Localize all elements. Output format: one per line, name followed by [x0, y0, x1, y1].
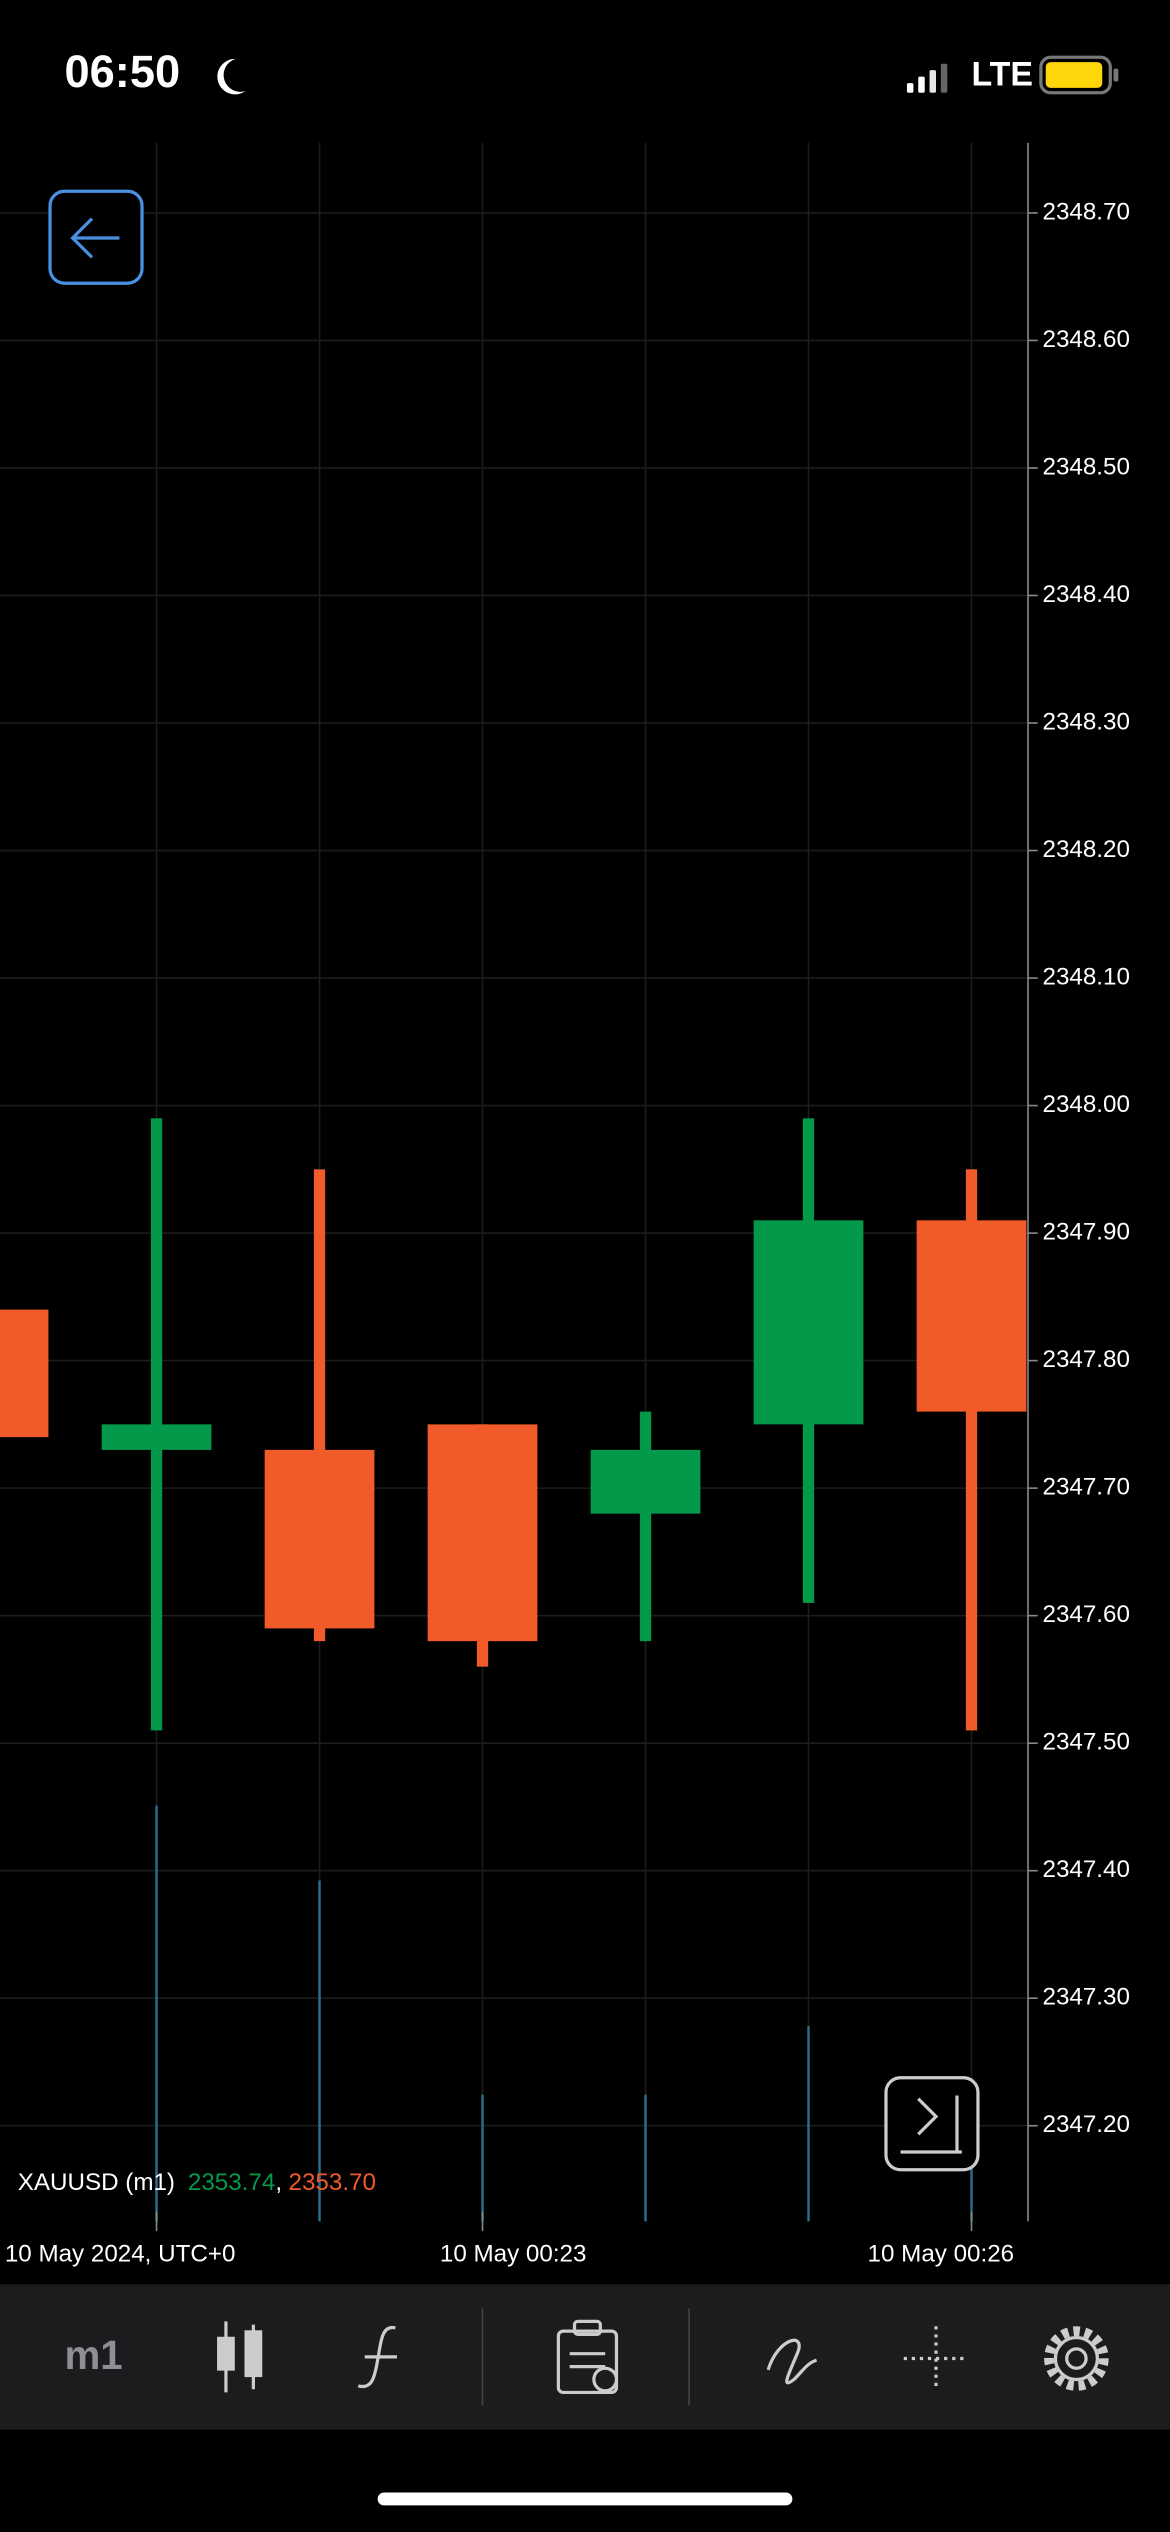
candle-body	[427, 1424, 538, 1642]
y-tick-label: 2348.60	[1043, 326, 1130, 353]
moon-icon	[217, 58, 246, 95]
clock: 06:50	[65, 46, 181, 97]
y-tick-label: 2348.00	[1043, 1091, 1130, 1118]
candle-wick	[313, 1169, 326, 1642]
chart-type-button[interactable]	[217, 2321, 263, 2393]
separator: ,	[275, 2170, 282, 2197]
bid: 2353.74	[188, 2170, 275, 2197]
candle-body	[0, 1309, 49, 1438]
y-tick-label: 2348.20	[1043, 836, 1130, 863]
crosshair-button[interactable]	[903, 2326, 969, 2391]
x-tick-label: 10 May 00:23	[440, 2241, 587, 2268]
orders-button[interactable]	[556, 2319, 619, 2395]
x-tick-label: 10 May 2024, UTC+0	[5, 2241, 236, 2268]
scroll-end-button[interactable]	[884, 2076, 980, 2172]
ask: 2353.70	[289, 2170, 376, 2197]
draw-button[interactable]	[766, 2338, 818, 2385]
y-tick-label: 2347.70	[1043, 1474, 1130, 1501]
toolbar	[0, 2284, 1170, 2430]
y-tick-label: 2348.70	[1043, 198, 1130, 225]
candle-body	[264, 1449, 375, 1629]
candle-wick	[965, 1169, 978, 1731]
candle-wick	[639, 1411, 652, 1642]
quote: XAUUSD (m1) 2353.74, 2353.70	[18, 2170, 376, 2197]
y-tick-label: 2347.40	[1043, 1856, 1130, 1883]
candle-body	[916, 1220, 1027, 1412]
timeframe-button[interactable]: m1	[64, 2332, 122, 2378]
y-tick-label: 2347.20	[1043, 2111, 1130, 2138]
signal-icon	[906, 63, 948, 93]
y-tick-label: 2348.40	[1043, 581, 1130, 608]
battery-tip	[1113, 68, 1119, 82]
y-tick-label: 2347.80	[1043, 1346, 1130, 1373]
battery-level	[1045, 62, 1103, 88]
y-tick-label: 2348.50	[1043, 453, 1130, 480]
y-tick-label: 2347.30	[1043, 1984, 1130, 2011]
symbol: XAUUSD (m1)	[18, 2170, 175, 2197]
y-tick-label: 2347.50	[1043, 1729, 1130, 1756]
candle-body	[590, 1449, 701, 1514]
y-tick-label: 2348.30	[1043, 708, 1130, 735]
y-tick-label: 2347.90	[1043, 1218, 1130, 1245]
network: LTE	[972, 56, 1033, 94]
home-indicator	[377, 2492, 793, 2506]
indicators-button[interactable]	[357, 2326, 397, 2389]
battery	[1039, 55, 1112, 95]
settings-button[interactable]	[1044, 2326, 1109, 2391]
candle-body	[101, 1424, 212, 1450]
candle-wick	[150, 1118, 163, 1731]
y-tick-label: 2347.60	[1043, 1601, 1130, 1628]
x-tick-label: 10 May 00:26	[868, 2241, 1015, 2268]
back-button[interactable]	[48, 189, 144, 285]
candle-body	[753, 1220, 864, 1425]
plot: 2347.20 2347.30 2347.40 2347.50 2347.60 2347.…	[0, 142, 1130, 2268]
y-tick-label: 2348.10	[1043, 963, 1130, 990]
